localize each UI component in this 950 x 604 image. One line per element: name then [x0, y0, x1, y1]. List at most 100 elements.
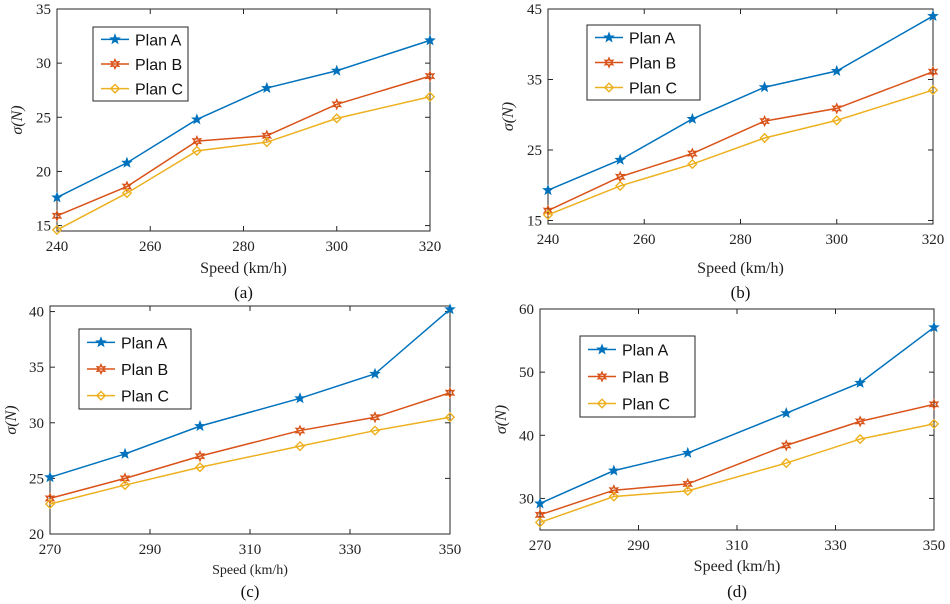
series-line-plan-c	[539, 423, 935, 524]
legend-entry: Plan C	[629, 81, 677, 98]
data-point-plan-b	[854, 415, 866, 428]
data-point-plan-a	[119, 447, 131, 459]
x-tick-label: 240	[46, 239, 69, 255]
y-tick-label: 20	[36, 164, 51, 180]
data-point-plan-b	[682, 477, 694, 491]
series-line-plan-c	[547, 89, 934, 216]
data-point-plan-b	[261, 129, 273, 142]
data-point-plan-b	[51, 209, 63, 222]
legend-swatch-marker	[603, 82, 615, 93]
data-point-plan-b	[608, 484, 620, 497]
data-point-plan-c	[261, 137, 273, 148]
chart-panel-4: 270 290 310 330 350 30 40 50 60 Speed (km/h) σ(N) (…	[493, 302, 945, 601]
panel-label: (c)	[241, 582, 260, 601]
data-point-plan-c	[294, 440, 306, 452]
chart-panel-2: 240 260 280 300 320 15 25 35 45 Speed (km/h) σ(N) (…	[500, 2, 944, 302]
y-tick-label: 25	[36, 110, 51, 126]
data-point-plan-b	[831, 102, 843, 115]
data-point-plan-a	[928, 321, 940, 333]
legend-entry: Plan B	[629, 56, 676, 73]
data-point-plan-b	[119, 472, 131, 485]
series-line-plan-b	[56, 75, 431, 217]
x-tick-label: 320	[922, 232, 945, 248]
series-line-plan-a	[547, 15, 934, 191]
series-line-plan-a	[539, 326, 935, 505]
data-point-plan-a	[686, 112, 699, 124]
x-tick-label: 310	[239, 542, 262, 558]
data-point-plan-a	[854, 376, 866, 388]
data-point-plan-c	[191, 145, 203, 157]
data-point-plan-a	[542, 184, 554, 196]
legend: Plan A Plan B Plan C	[579, 335, 696, 418]
data-point-plan-b	[44, 492, 56, 505]
data-point-plan-b	[759, 114, 770, 128]
y-axis-label: σ(N)	[3, 405, 20, 434]
x-tick-label: 280	[729, 232, 752, 248]
legend: Plan A Plan B Plan C	[92, 26, 189, 102]
series-line-plan-a	[56, 39, 431, 199]
y-tick-label: 35	[36, 2, 51, 18]
y-tick-label: 30	[29, 416, 44, 432]
x-tick-label: 260	[139, 239, 162, 255]
x-axis-label: Speed (km/h)	[694, 558, 781, 575]
legend-swatch-marker	[603, 56, 615, 69]
legend-entry: Plan B	[121, 362, 168, 379]
data-point-plan-b	[369, 411, 381, 424]
y-tick-label: 15	[527, 213, 542, 229]
data-point-plan-c	[781, 457, 792, 469]
legend: Plan A Plan B Plan C	[586, 24, 701, 101]
series-line-plan-b	[547, 71, 934, 212]
x-tick-label: 350	[439, 542, 462, 558]
data-point-plan-a	[424, 34, 436, 46]
y-tick-label: 60	[519, 302, 534, 318]
data-point-plan-c	[759, 132, 770, 144]
data-point-plan-a	[830, 64, 843, 77]
x-tick-label: 290	[139, 542, 162, 558]
data-point-plan-b	[534, 508, 546, 521]
data-point-plan-a	[260, 81, 273, 94]
data-point-plan-c	[542, 209, 554, 221]
data-point-plan-c	[444, 412, 456, 423]
legend-entry: Plan C	[121, 389, 169, 406]
data-point-plan-a	[444, 303, 456, 315]
y-tick-label: 45	[527, 2, 542, 18]
x-tick-label: 240	[537, 232, 560, 248]
x-tick-label: 290	[627, 538, 650, 554]
legend-swatch-marker	[109, 33, 121, 45]
legend-swatch-marker	[95, 336, 107, 348]
data-point-plan-b	[780, 439, 792, 452]
data-point-plan-a	[194, 419, 206, 432]
data-point-plan-a	[614, 153, 627, 165]
x-axis-label: Speed (km/h)	[212, 563, 288, 578]
y-axis-label: σ(N)	[9, 105, 26, 134]
legend-entry: Plan A	[135, 32, 182, 49]
y-tick-label: 40	[29, 305, 44, 321]
legend-entry: Plan A	[622, 343, 669, 360]
series-line-plan-b	[49, 392, 451, 500]
legend-swatch-marker	[109, 57, 121, 71]
legend-swatch-marker	[95, 362, 107, 376]
data-point-plan-c	[331, 113, 342, 124]
data-point-plan-c	[687, 158, 698, 170]
x-tick-label: 270	[39, 542, 62, 558]
data-point-plan-a	[758, 81, 771, 93]
y-tick-label: 30	[519, 491, 534, 507]
data-point-plan-c	[608, 491, 620, 502]
data-point-plan-a	[294, 392, 306, 404]
y-tick-label: 15	[36, 219, 51, 235]
data-point-plan-b	[444, 386, 456, 399]
y-axis-label: σ(N)	[493, 405, 510, 434]
chart-panel-1: 240 260 280 300 320 15 20 25 30 35 Speed (km/h) σ(N…	[9, 2, 441, 302]
data-point-plan-c	[369, 425, 381, 436]
legend-swatch-marker	[596, 398, 608, 409]
data-point-plan-a	[191, 113, 203, 125]
x-tick-label: 350	[923, 538, 946, 554]
panel-label: (a)	[234, 283, 253, 302]
legend-entry: Plan B	[135, 57, 182, 74]
data-point-plan-c	[928, 418, 940, 430]
y-tick-label: 35	[527, 72, 542, 88]
legend-swatch-marker	[596, 343, 608, 355]
panel-label: (d)	[727, 582, 747, 601]
x-tick-label: 300	[326, 239, 349, 255]
data-point-plan-a	[51, 191, 63, 203]
